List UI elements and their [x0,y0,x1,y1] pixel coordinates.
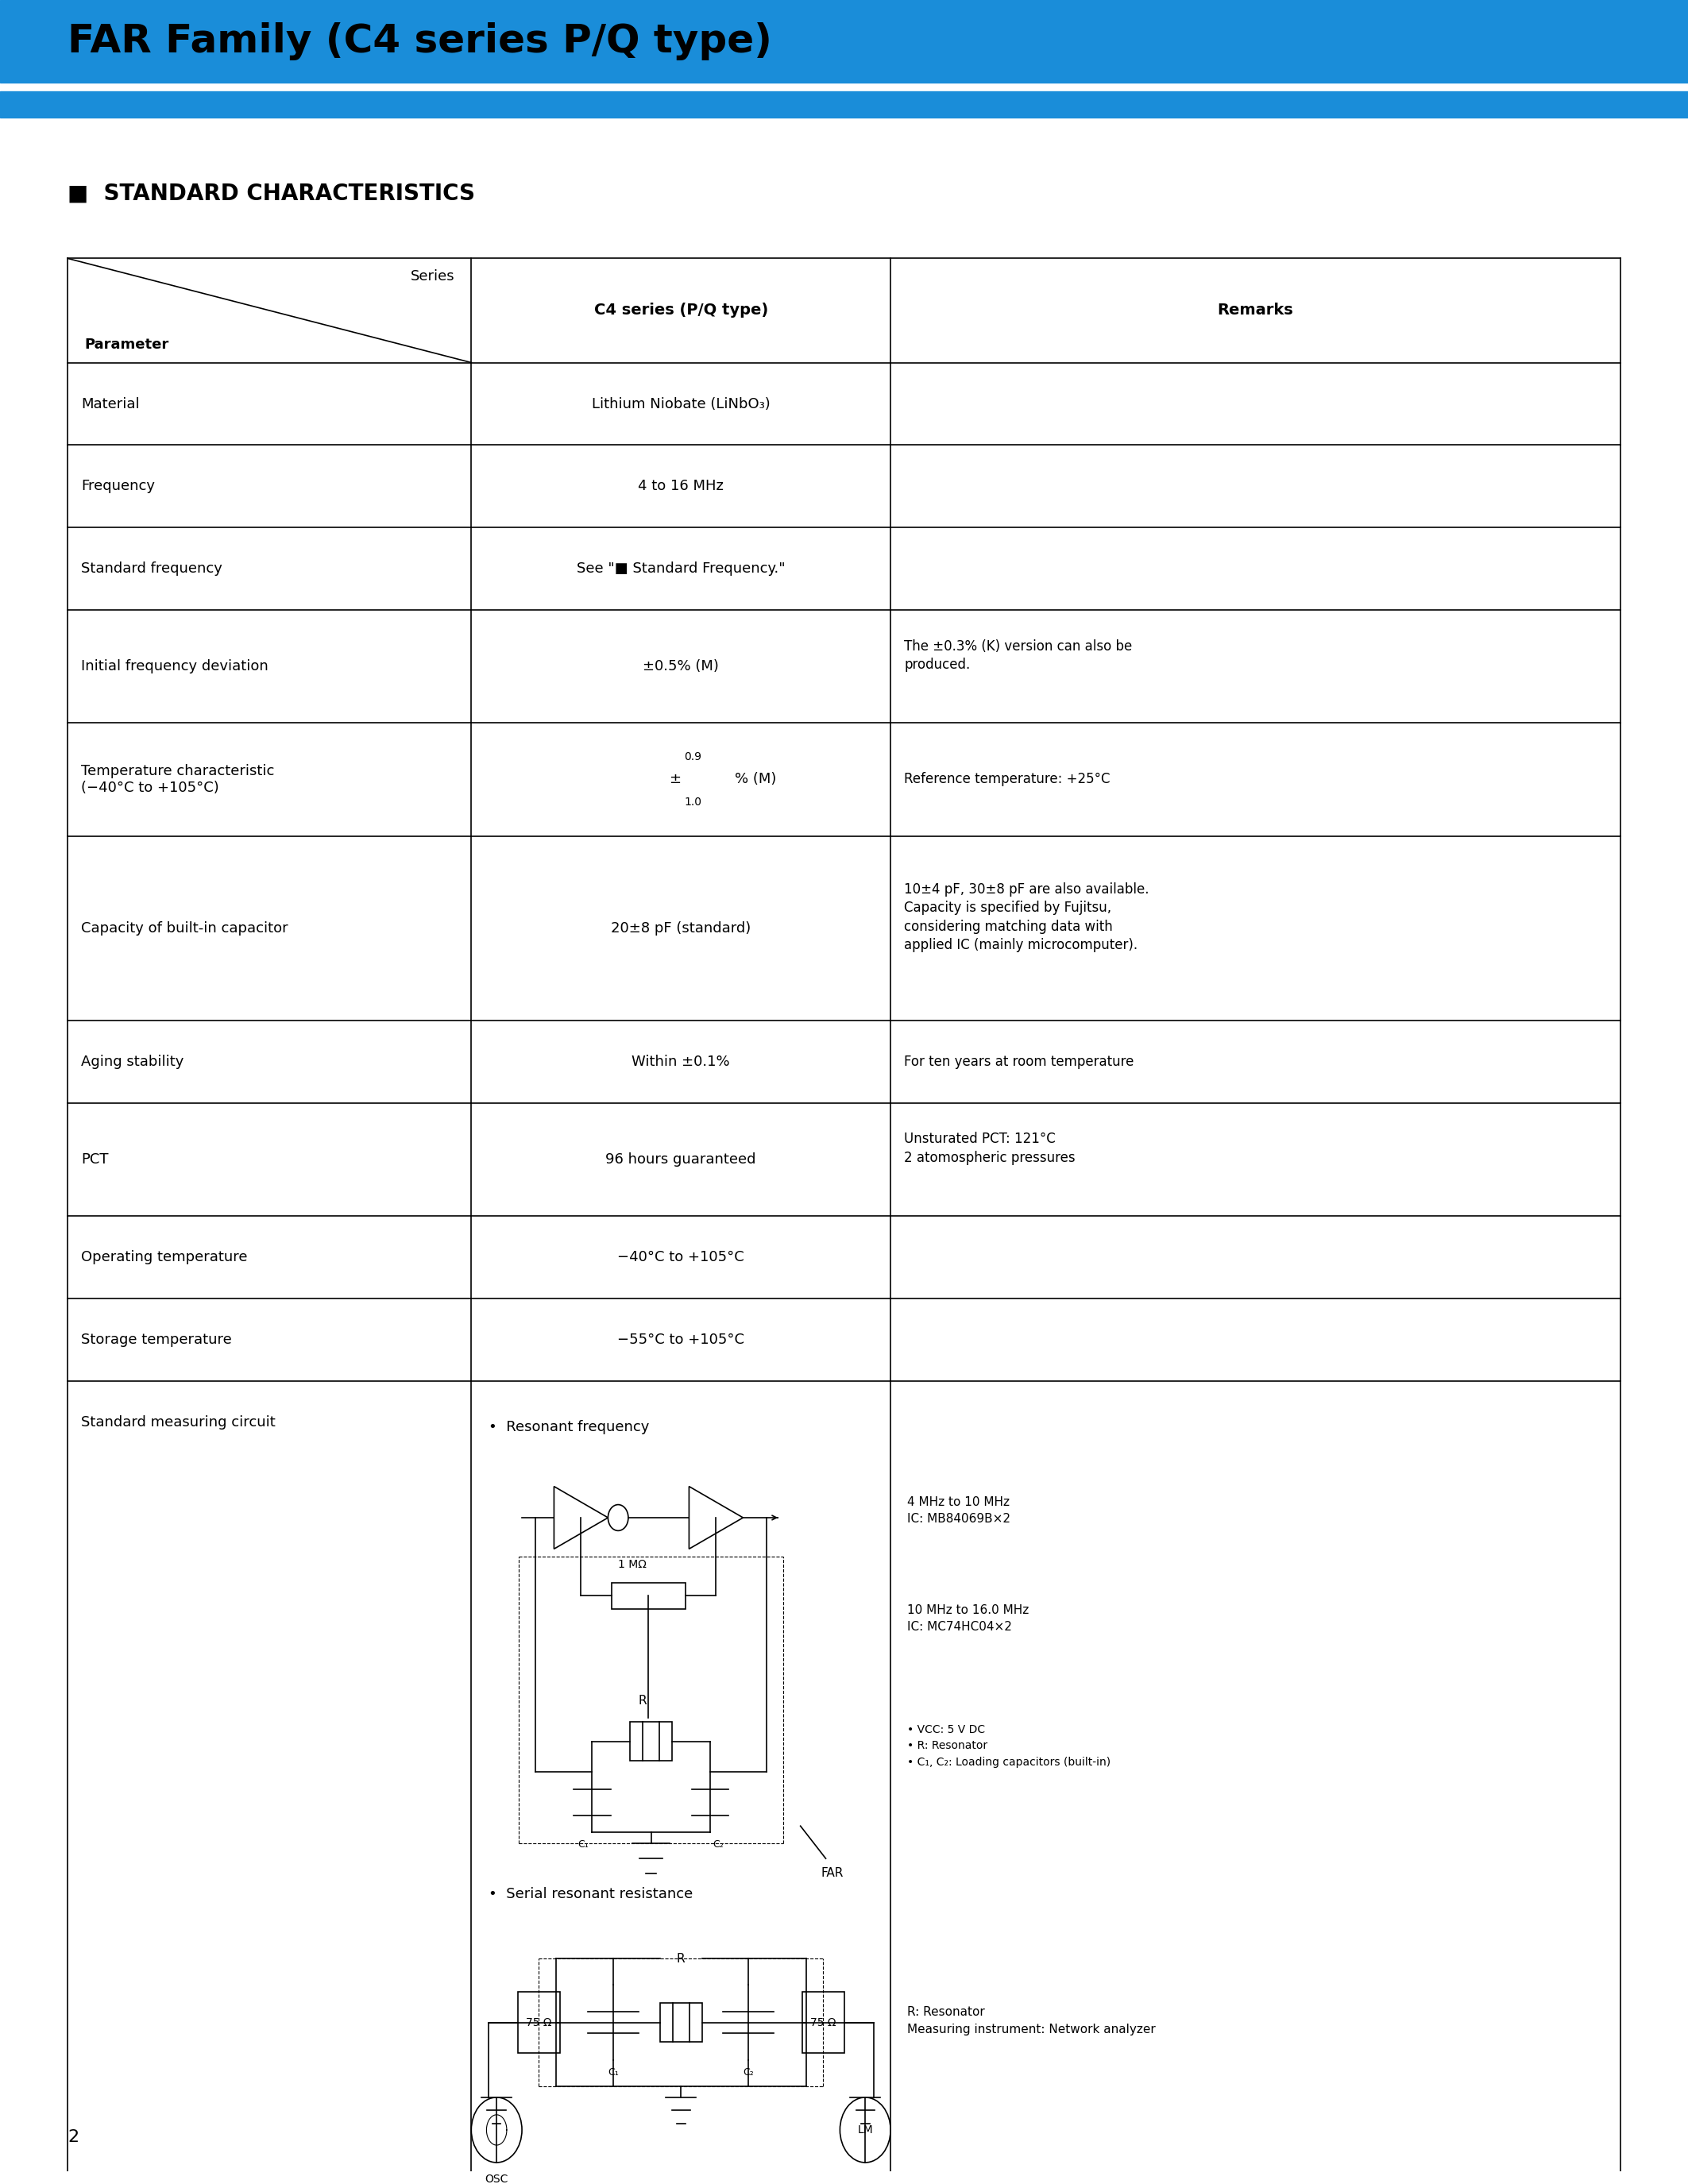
Text: 0.9: 0.9 [684,751,702,762]
Text: 96 hours guaranteed: 96 hours guaranteed [606,1153,756,1166]
Text: −40°C to +105°C: −40°C to +105°C [618,1249,744,1265]
Text: C₂: C₂ [712,1839,724,1850]
Text: Capacity of built-in capacitor: Capacity of built-in capacitor [81,922,289,935]
Bar [660,2003,702,2042]
Text: 2: 2 [68,2129,79,2145]
Text: 10±4 pF, 30±8 pF are also available.
Capacity is specified by Fujitsu,
consideri: 10±4 pF, 30±8 pF are also available. Cap… [905,882,1150,952]
Text: 10 MHz to 16.0 MHz
IC: MC74HC04×2: 10 MHz to 16.0 MHz IC: MC74HC04×2 [908,1605,1030,1634]
Bar [611,1583,685,1610]
Text: ■  STANDARD CHARACTERISTICS: ■ STANDARD CHARACTERISTICS [68,183,474,205]
Text: Lithium Niobate (LiNbO₃): Lithium Niobate (LiNbO₃) [592,397,770,411]
Text: PCT: PCT [81,1153,108,1166]
Bar [0,0,1688,83]
Bar [802,1992,844,2053]
Text: % (M): % (M) [734,773,776,786]
Text: Storage temperature: Storage temperature [81,1332,231,1348]
Text: Frequency: Frequency [81,478,155,494]
Text: C4 series (P/Q type): C4 series (P/Q type) [594,304,768,319]
Text: Aging stability: Aging stability [81,1055,184,1068]
Text: R: R [677,1952,685,1966]
Text: For ten years at room temperature: For ten years at room temperature [905,1055,1134,1068]
Text: 20±8 pF (standard): 20±8 pF (standard) [611,922,751,935]
Text: Reference temperature: +25°C: Reference temperature: +25°C [905,773,1111,786]
Text: OSC: OSC [484,2173,508,2184]
Text: Remarks: Remarks [1217,304,1293,319]
Bar [630,1721,672,1760]
Text: Parameter: Parameter [84,339,169,352]
Text: R: R [638,1695,647,1706]
Text: ±0.5% (M): ±0.5% (M) [643,660,719,673]
Text: C₁: C₁ [577,1839,589,1850]
Text: −55°C to +105°C: −55°C to +105°C [618,1332,744,1348]
Text: Operating temperature: Operating temperature [81,1249,248,1265]
Text: C₁: C₁ [608,2066,619,2077]
Text: Series: Series [410,269,454,284]
Text: FAR Family (C4 series P/Q type): FAR Family (C4 series P/Q type) [68,22,771,61]
Text: Temperature characteristic
(−40°C to +105°C): Temperature characteristic (−40°C to +10… [81,764,275,795]
Text: 4 MHz to 10 MHz
IC: MB84069B×2: 4 MHz to 10 MHz IC: MB84069B×2 [908,1496,1011,1524]
Text: See "■ Standard Frequency.": See "■ Standard Frequency." [577,561,785,577]
Text: R: Resonator
Measuring instrument: Network analyzer: R: Resonator Measuring instrument: Netwo… [908,2007,1156,2035]
Text: Standard measuring circuit: Standard measuring circuit [81,1415,275,1431]
Text: 75 Ω: 75 Ω [810,2016,836,2029]
Text: Unsturated PCT: 121°C
2 atomospheric pressures: Unsturated PCT: 121°C 2 atomospheric pre… [905,1131,1075,1164]
Text: Standard frequency: Standard frequency [81,561,223,577]
Text: • VCC: 5 V DC
• R: Resonator
• C₁, C₂: Loading capacitors (built-in): • VCC: 5 V DC • R: Resonator • C₁, C₂: L… [908,1723,1111,1767]
Text: •  Serial resonant resistance: • Serial resonant resistance [488,1887,692,1900]
Text: 1 MΩ: 1 MΩ [618,1559,647,1570]
Text: Within ±0.1%: Within ±0.1% [631,1055,729,1068]
Text: 4 to 16 MHz: 4 to 16 MHz [638,478,724,494]
Text: ±: ± [668,773,680,786]
Text: •  Resonant frequency: • Resonant frequency [488,1420,648,1435]
Bar [0,92,1688,118]
Bar [518,1992,560,2053]
Text: 1.0: 1.0 [684,797,702,808]
Text: C₂: C₂ [743,2066,755,2077]
Text: Initial frequency deviation: Initial frequency deviation [81,660,268,673]
Text: Material: Material [81,397,140,411]
Text: The ±0.3% (K) version can also be
produced.: The ±0.3% (K) version can also be produc… [905,640,1133,673]
Text: 75 Ω: 75 Ω [527,2016,552,2029]
Text: LM: LM [858,2125,873,2136]
Text: FAR: FAR [820,1867,844,1878]
